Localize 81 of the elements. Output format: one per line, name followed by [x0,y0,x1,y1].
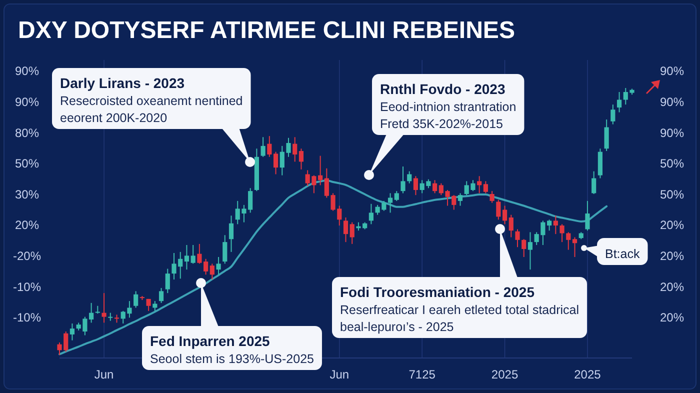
annotation: Rnthl Fovdo - 2023 Eeod-intnion strantration Fretd 35K-202%-2015 [380,81,516,131]
candlestick [407,170,412,184]
text: 20% [660,310,684,325]
candlestick [228,215,234,252]
candlestick [388,192,393,214]
text: -10% [12,310,42,325]
text: 80% [14,126,40,140]
candlestick [610,104,616,125]
x-tick-label: 2025 [491,368,518,382]
text: 90% [660,95,684,109]
annotation: Bt:ack [605,247,640,261]
candlestick [496,199,501,220]
candlestick [343,216,348,243]
candlestick [89,302,94,324]
text: 50% [14,156,40,171]
candlestick [585,200,590,232]
candlestick [158,287,164,304]
candlestick [298,148,304,170]
chart-title: DXY DOTYSERF ATIRMEE CLINI REBEINES [18,17,515,44]
candlestick [432,180,438,194]
annotation: Fodi Trooresmaniation - 2025 Reserfreaticar I eareh etleted total stadrical beal-lepuroı’s - 2025 [340,284,580,334]
candlestick [458,192,463,206]
candlestick [413,176,418,196]
annotation: Darly Lirans - 2023 Resecroisted oxeanemt nentined eeorent 200K-2020 [60,75,243,125]
text: 50% [660,156,684,171]
candlestick [152,300,158,312]
candlestick [318,155,323,186]
x-tick-label: Jun [330,368,350,382]
text: -10% [12,280,42,294]
candlestick [204,258,208,276]
text: 20% [660,218,684,232]
text: 20% [660,280,684,294]
candlestick [592,170,596,194]
candlestick [146,298,151,312]
text: 90% [14,64,40,78]
candlestick [522,238,526,258]
candlestick [102,292,106,324]
text: 90% [660,126,684,140]
candlestick [502,205,508,225]
text: 20% [14,218,40,232]
candlestick [490,190,494,204]
text: 90% [14,95,40,109]
candlestick [572,236,578,258]
candlestick [604,119,609,152]
candlestick [528,232,533,270]
text: 30% [14,187,40,202]
candlestick [165,268,170,294]
candlestick [553,215,558,235]
candlestick [368,203,374,225]
candlestick [197,243,202,264]
candlestick [547,219,552,232]
x-tick-label: Jun [94,368,114,382]
x-tick-label: 2025 [574,368,602,382]
candlestick [400,166,406,194]
text: -20% [12,249,42,263]
candlestick [273,151,278,175]
candlestick [350,222,354,244]
candlestick [515,228,520,248]
candlestick [210,263,214,280]
candlestick [70,322,75,341]
candlestick [222,234,228,264]
candlestick [477,176,482,194]
x-tick-label: 7125 [408,368,436,382]
candlestick [260,136,266,158]
candlestick [483,180,488,194]
candlestick [616,92,622,113]
text: 50% [660,187,684,202]
candlestick [267,136,272,158]
candlestick [560,224,564,243]
candlestick [190,244,196,264]
annotation: Fed Inparren 2025 Seool stem is 193%-US-2025 [150,333,314,366]
candlestick [394,190,399,202]
candlestick [566,232,571,250]
text: 20% [660,249,684,263]
candlestick [508,214,514,238]
text: 90% [660,64,684,78]
candlestick [598,148,602,179]
candlestick [134,290,138,308]
candlestick [292,136,298,162]
candlestick [216,256,221,276]
candlestick [184,244,190,270]
